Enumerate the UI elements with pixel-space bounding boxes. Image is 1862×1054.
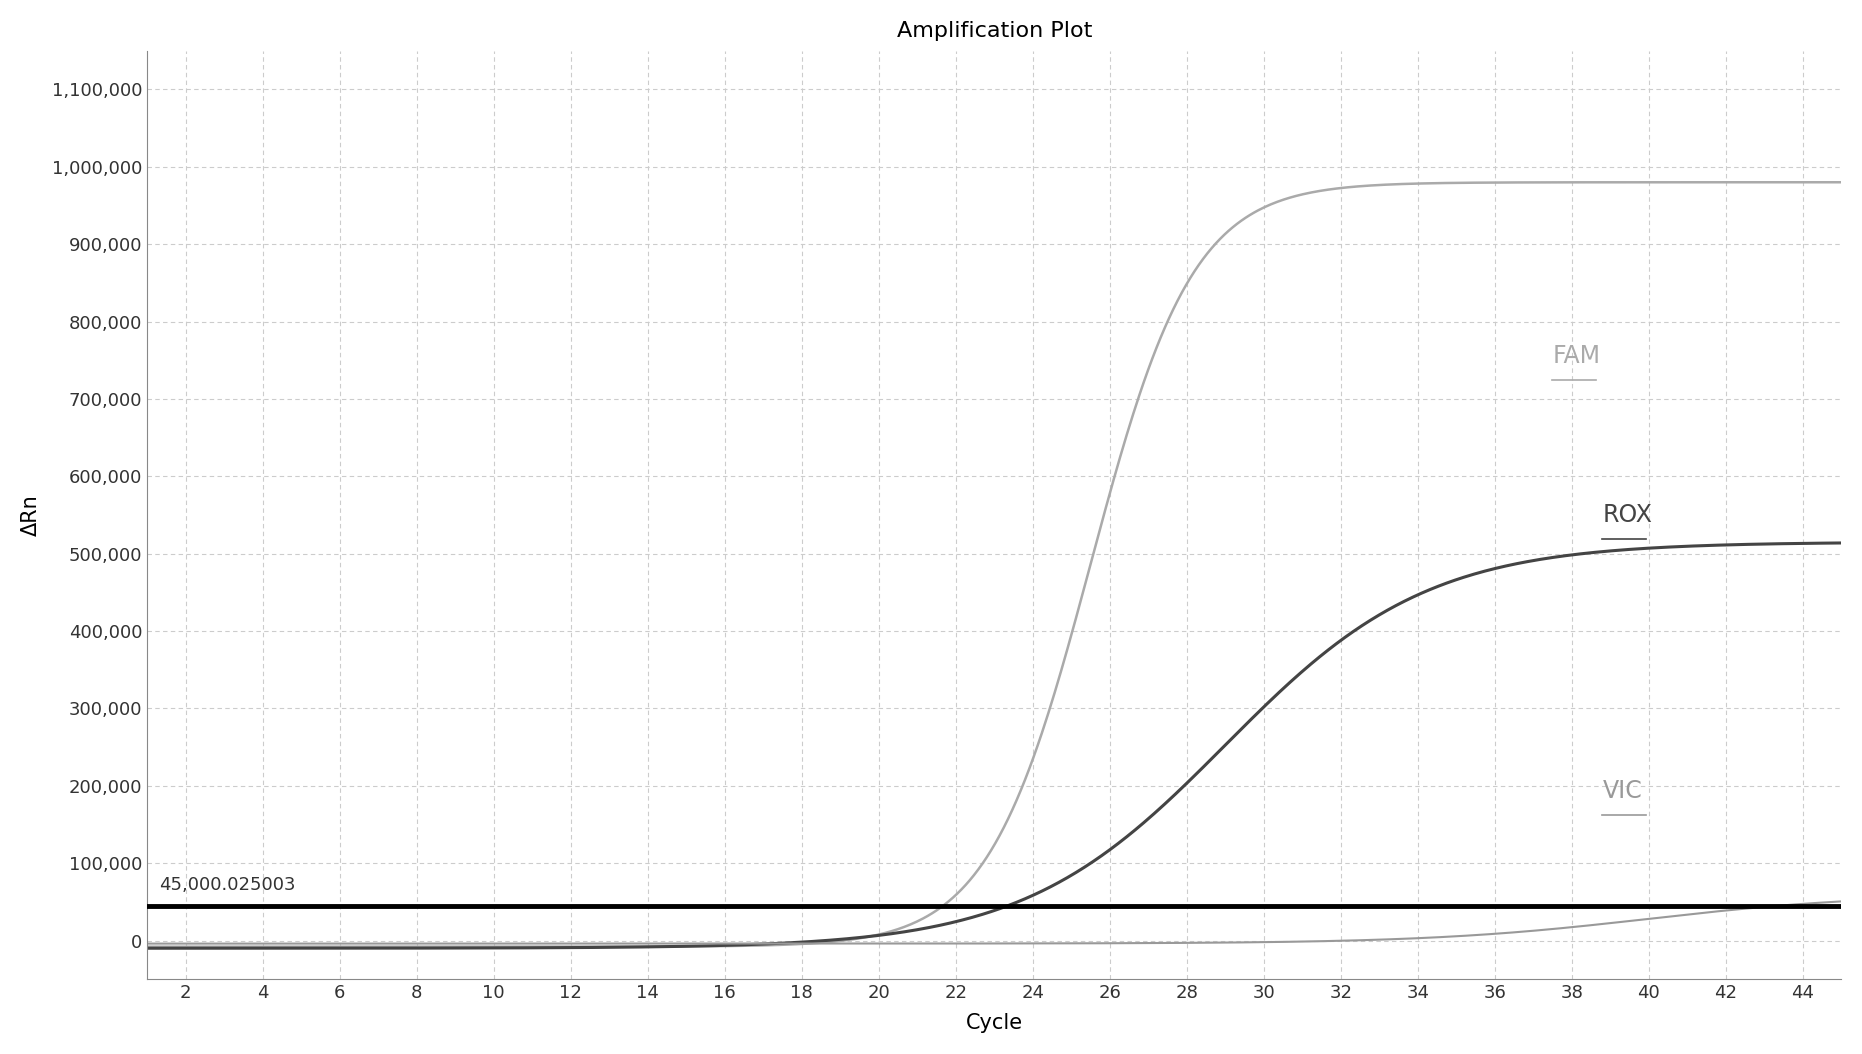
X-axis label: Cycle: Cycle [966,1013,1022,1033]
Title: Amplification Plot: Amplification Plot [896,21,1091,41]
Text: VIC: VIC [1603,779,1642,803]
Text: 45,000.025003: 45,000.025003 [158,876,296,894]
Text: ROX: ROX [1603,503,1652,527]
Y-axis label: ΔRn: ΔRn [20,494,41,535]
Text: FAM: FAM [1553,344,1601,368]
